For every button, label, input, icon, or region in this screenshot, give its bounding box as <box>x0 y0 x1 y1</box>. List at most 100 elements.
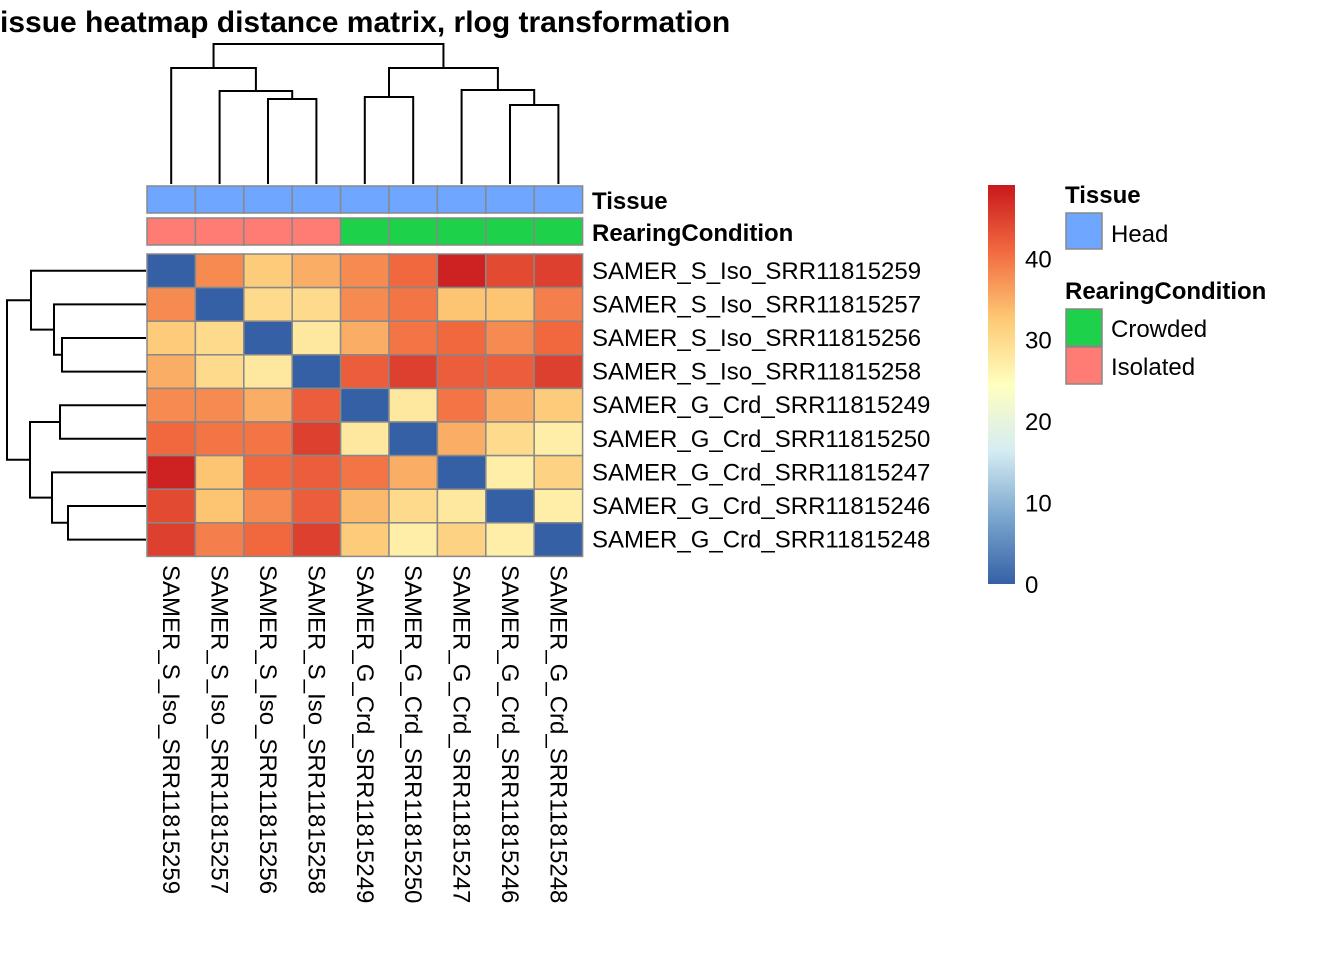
heatmap-cell <box>243 387 293 423</box>
column-label: SAMER_G_Crd_SRR11815246 <box>496 565 523 903</box>
heatmap-cell <box>388 488 439 524</box>
column-label: SAMER_S_Iso_SRR11815256 <box>254 565 281 894</box>
heatmap-cell <box>485 421 535 457</box>
annotation-cell-tissue <box>533 185 584 214</box>
heatmap-cell <box>339 454 390 490</box>
heatmap-cell <box>243 488 293 524</box>
row-label: SAMER_G_Crd_SRR11815248 <box>592 527 930 554</box>
heatmap-cell <box>291 421 342 457</box>
annotation-cell-rearingcondition <box>243 217 293 246</box>
heatmap-cell <box>485 522 535 558</box>
heatmap-cell <box>146 286 197 322</box>
dendrogram-branch <box>170 67 257 184</box>
heatmap-cell <box>436 454 487 490</box>
heatmap-cell <box>194 522 245 558</box>
heatmap-cell <box>146 253 197 289</box>
dendrogram-branch <box>212 43 445 68</box>
heatmap-cell <box>436 522 487 558</box>
annotation-label-tissue: Tissue <box>592 188 668 215</box>
heatmap-cell <box>291 286 342 322</box>
row-label: SAMER_G_Crd_SRR11815250 <box>592 426 930 453</box>
heatmap-cell <box>436 387 487 423</box>
heatmap-cell <box>243 421 293 457</box>
heatmap-cell <box>388 522 439 558</box>
annotation-cell-rearingcondition <box>339 217 390 246</box>
column-label: SAMER_S_Iso_SRR11815259 <box>157 565 184 894</box>
legend-label-crowded: Crowded <box>1111 316 1207 343</box>
colorbar <box>988 185 1015 584</box>
legend-title-rearing: RearingCondition <box>1065 278 1266 305</box>
heatmap-cell <box>339 387 390 423</box>
heatmap-cell <box>291 253 342 289</box>
heatmap-cell <box>485 454 535 490</box>
column-dendrogram <box>170 43 560 184</box>
heatmap-cell <box>533 320 584 356</box>
row-label: SAMER_S_Iso_SRR11815257 <box>592 291 921 318</box>
annotation-cell-rearingcondition <box>388 217 439 246</box>
row-label: SAMER_S_Iso_SRR11815256 <box>592 325 921 352</box>
annotation-cell-tissue <box>146 185 197 214</box>
heatmap-cells <box>146 253 584 558</box>
dendrogram-branch <box>6 299 31 461</box>
heatmap-cell <box>388 387 439 423</box>
heatmap-cell <box>485 488 535 524</box>
heatmap-cell <box>146 354 197 390</box>
heatmap-cell <box>339 286 390 322</box>
heatmap-cell <box>533 488 584 524</box>
heatmap-cell <box>291 320 342 356</box>
heatmap-cell <box>533 387 584 423</box>
legend-swatch-crowded <box>1065 308 1103 347</box>
heatmap-cell <box>436 286 487 322</box>
heatmap-cell <box>533 354 584 390</box>
dendrogram-branch <box>30 269 146 331</box>
dendrogram-branch <box>67 505 146 541</box>
annotation-cell-rearingcondition <box>436 217 487 246</box>
legend-title-tissue: Tissue <box>1065 182 1141 209</box>
heatmap-cell <box>243 253 293 289</box>
heatmap-cell <box>146 387 197 423</box>
column-label: SAMER_G_Crd_SRR11815249 <box>351 565 378 903</box>
heatmap-cell <box>291 387 342 423</box>
heatmap-cell <box>339 421 390 457</box>
heatmap-cell <box>339 488 390 524</box>
heatmap-cell <box>339 253 390 289</box>
heatmap-cell <box>243 522 293 558</box>
heatmap-cell <box>388 421 439 457</box>
row-label: SAMER_G_Crd_SRR11815246 <box>592 493 930 520</box>
dendrogram-branch <box>363 96 415 184</box>
heatmap-cell <box>388 320 439 356</box>
heatmap-cell <box>194 454 245 490</box>
colorbar-tick-label: 40 <box>1025 246 1052 273</box>
dendrogram-branch <box>59 404 146 440</box>
legend-label-isolated: Isolated <box>1111 354 1195 381</box>
annotation-cell-tissue <box>339 185 390 214</box>
heatmap-cell <box>243 286 293 322</box>
heatmap-cell <box>146 488 197 524</box>
annotation-cell-rearingcondition <box>533 217 584 246</box>
heatmap-cell <box>436 354 487 390</box>
dendrogram-branch <box>51 471 146 524</box>
heatmap-cell <box>485 354 535 390</box>
annotation-cell-tissue <box>243 185 293 214</box>
heatmap-cell <box>339 320 390 356</box>
heatmap-cell <box>533 522 584 558</box>
annotation-cell-tissue <box>194 185 245 214</box>
heatmap-cell <box>194 286 245 322</box>
legend: Tissue Head RearingCondition Crowded Iso… <box>1065 182 1266 385</box>
heatmap-cell <box>339 354 390 390</box>
heatmap-cell <box>194 354 245 390</box>
heatmap-cell <box>291 522 342 558</box>
colorbar-tick-label: 10 <box>1025 491 1052 518</box>
heatmap-cell <box>194 320 245 356</box>
dendrogram-branch <box>218 90 294 184</box>
chart-title: issue heatmap distance matrix, rlog tran… <box>0 6 730 39</box>
column-label: SAMER_G_Crd_SRR11815250 <box>399 565 426 903</box>
heatmap-cell <box>194 387 245 423</box>
heatmap-cell <box>388 454 439 490</box>
dendrogram-branch <box>509 104 560 184</box>
heatmap-cell <box>533 253 584 289</box>
heatmap-cell <box>291 488 342 524</box>
heatmap-cell <box>146 454 197 490</box>
heatmap-cell <box>339 522 390 558</box>
column-label: SAMER_S_Iso_SRR11815257 <box>206 565 233 894</box>
